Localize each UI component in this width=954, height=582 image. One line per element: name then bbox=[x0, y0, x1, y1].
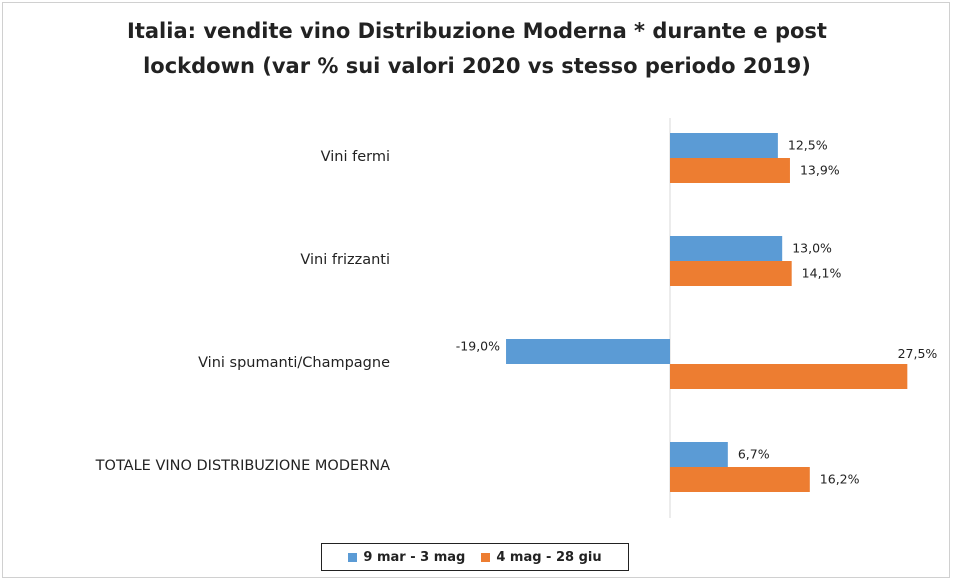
category-label: Vini frizzanti bbox=[300, 252, 390, 268]
bar-series-2 bbox=[670, 261, 792, 286]
bar-series-1 bbox=[506, 339, 670, 364]
bar-series-1 bbox=[670, 133, 778, 158]
category-label: TOTALE VINO DISTRIBUZIONE MODERNA bbox=[95, 458, 390, 474]
data-label: 13,9% bbox=[800, 163, 840, 178]
legend-swatch-series-1 bbox=[348, 552, 358, 562]
chart-title-line-2: lockdown (var % sui valori 2020 vs stess… bbox=[143, 54, 811, 78]
bar-series-1 bbox=[670, 442, 728, 467]
chart-title-line-1: Italia: vendite vino Distribuzione Moder… bbox=[127, 19, 827, 43]
data-label: 13,0% bbox=[792, 241, 832, 256]
bar-series-2 bbox=[670, 467, 810, 492]
bar-series-2 bbox=[670, 158, 790, 183]
legend-label-series-2: 4 mag - 28 giu bbox=[496, 549, 602, 565]
data-label: 12,5% bbox=[788, 138, 828, 153]
legend-item-series-1: 9 mar - 3 mag bbox=[348, 550, 465, 565]
chart-title: Italia: vendite vino Distribuzione Moder… bbox=[0, 14, 954, 84]
legend-item-series-2: 4 mag - 28 giu bbox=[481, 549, 602, 565]
bar-series-1 bbox=[670, 236, 783, 261]
category-label: Vini fermi bbox=[321, 149, 390, 165]
category-label: Vini spumanti/Champagne bbox=[198, 355, 390, 371]
bar-series-2 bbox=[670, 364, 908, 389]
data-label: 6,7% bbox=[738, 447, 770, 462]
legend-label-series-1: 9 mar - 3 mag bbox=[363, 549, 466, 565]
data-label: 27,5% bbox=[898, 346, 938, 361]
legend: 9 mar - 3 mag 4 mag - 28 giu bbox=[321, 543, 629, 571]
data-label: 14,1% bbox=[802, 266, 842, 281]
data-label: -19,0% bbox=[456, 339, 500, 354]
data-label: 16,2% bbox=[820, 472, 860, 487]
legend-swatch-series-2 bbox=[481, 552, 491, 562]
